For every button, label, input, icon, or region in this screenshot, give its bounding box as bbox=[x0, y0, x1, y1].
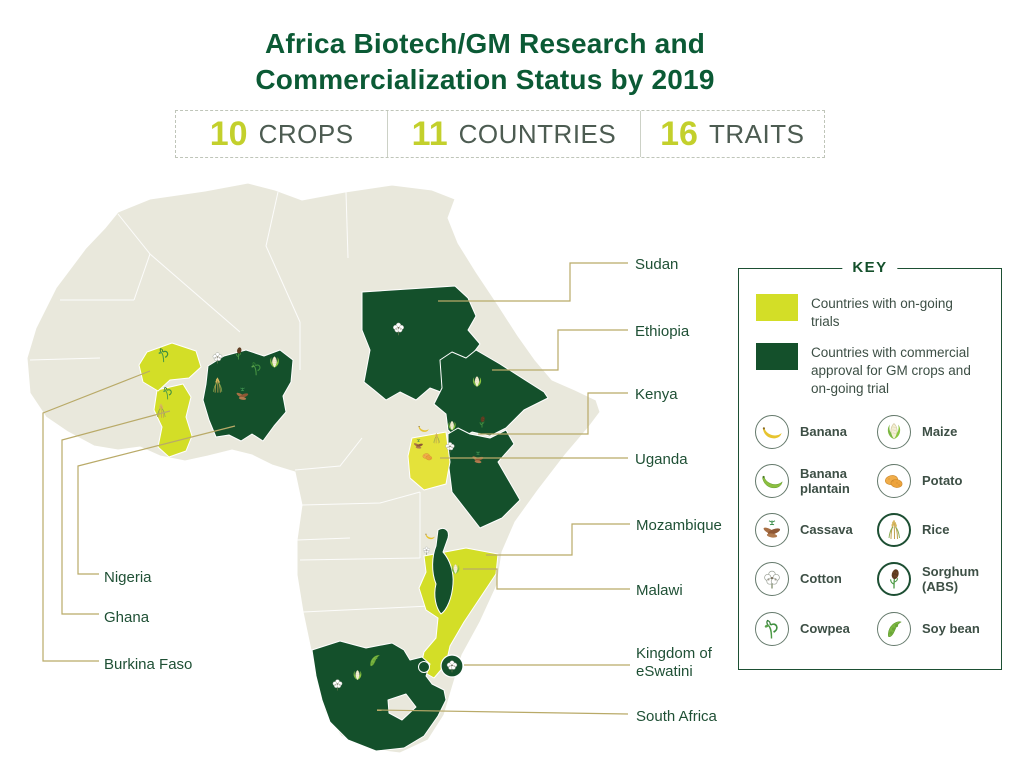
legend-label-commercial: Countries with commercial approval for G… bbox=[811, 345, 971, 396]
page-title: Africa Biotech/GM Research and Commercia… bbox=[0, 26, 970, 98]
banana-plantain-icon bbox=[755, 464, 789, 498]
leader-line-sudan bbox=[438, 262, 628, 302]
crop-label-cowpea: Cowpea bbox=[800, 621, 850, 637]
map-country-ghana bbox=[153, 383, 193, 458]
map-inner-borders bbox=[29, 191, 431, 613]
sorghum-icon bbox=[877, 562, 911, 596]
page-title-line1: Africa Biotech/GM Research and bbox=[264, 28, 706, 59]
eswatini-cotton-badge bbox=[440, 654, 464, 678]
map-country-nigeria bbox=[202, 349, 294, 442]
rice-icon bbox=[877, 513, 911, 547]
potato-icon bbox=[877, 464, 911, 498]
leader-line-nigeria bbox=[77, 425, 236, 575]
crop-label-cassava: Cassava bbox=[800, 522, 853, 538]
crop-label-cotton: Cotton bbox=[800, 571, 842, 587]
stat-crops: 10 CROPS bbox=[176, 111, 387, 157]
country-label-ethiopia: Ethiopia bbox=[635, 323, 690, 340]
crop-item-banana-plantain: Banana plantain bbox=[755, 464, 880, 498]
map-country-south-africa bbox=[311, 640, 447, 752]
stats-bar: 10 CROPS 11 COUNTRIES 16 TRAITS bbox=[175, 110, 825, 158]
stat-countries: 11 COUNTRIES bbox=[387, 111, 639, 157]
leader-line-ghana bbox=[61, 410, 171, 615]
crop-label-potato: Potato bbox=[922, 473, 963, 489]
stat-traits-label: TRAITS bbox=[708, 118, 805, 149]
leader-line-burkina-faso bbox=[42, 370, 151, 662]
country-label-eswatini: Kingdom of eSwatini bbox=[636, 645, 712, 680]
stat-countries-value: 11 bbox=[411, 114, 448, 153]
stat-crops-label: CROPS bbox=[258, 118, 354, 149]
stat-countries-label: COUNTRIES bbox=[458, 118, 617, 149]
leader-line-south-africa bbox=[376, 709, 629, 715]
country-label-kenya: Kenya bbox=[635, 386, 678, 403]
crop-item-banana: Banana bbox=[755, 415, 880, 449]
key-box: KEY Countries with on-going trials Count… bbox=[738, 259, 1002, 670]
country-label-nigeria: Nigeria bbox=[104, 569, 152, 586]
banana-icon bbox=[755, 415, 789, 449]
crop-label-banana: Banana bbox=[800, 424, 847, 440]
map-crop-icons bbox=[156, 322, 486, 691]
legend-entry-trials: Countries with on-going trials bbox=[756, 294, 984, 331]
crop-item-cotton: Cotton bbox=[755, 562, 880, 596]
country-label-sudan: Sudan bbox=[635, 256, 679, 273]
key-title: KEY bbox=[842, 259, 898, 276]
cassava-icon bbox=[755, 513, 789, 547]
legend-entry-commercial: Countries with commercial approval for G… bbox=[756, 343, 984, 397]
maize-icon bbox=[877, 415, 911, 449]
crop-label-sorghum: Sorghum (ABS) bbox=[922, 563, 980, 594]
leader-line-ethiopia bbox=[492, 329, 628, 371]
crop-item-soy-bean: Soy bean bbox=[877, 612, 1002, 646]
country-label-south-africa: South Africa bbox=[636, 708, 717, 725]
crop-label-banana-plantain: Banana plantain bbox=[800, 465, 850, 496]
crop-item-rice: Rice bbox=[877, 513, 1002, 547]
map-country-uganda bbox=[407, 431, 451, 491]
crop-item-maize: Maize bbox=[877, 415, 1002, 449]
stat-traits: 16 TRAITS bbox=[639, 111, 824, 157]
map-country-eswatini bbox=[418, 661, 430, 673]
stat-traits-value: 16 bbox=[660, 114, 698, 153]
crop-label-maize: Maize bbox=[922, 424, 958, 440]
leader-line-mozambique bbox=[486, 523, 630, 556]
country-label-ghana: Ghana bbox=[104, 609, 150, 626]
country-label-uganda: Uganda bbox=[635, 451, 688, 468]
map-country-kenya bbox=[447, 427, 521, 529]
country-label-malawi: Malawi bbox=[636, 582, 683, 599]
leader-line-kenya bbox=[478, 392, 628, 435]
map-country-ethiopia bbox=[433, 349, 549, 441]
leader-line-malawi bbox=[463, 568, 630, 590]
cotton-icon bbox=[755, 562, 789, 596]
legend-label-trials: Countries with on-going trials bbox=[811, 296, 953, 329]
cowpea-icon bbox=[755, 612, 789, 646]
country-label-mozambique: Mozambique bbox=[636, 517, 722, 534]
country-label-burkina-faso: Burkina Faso bbox=[104, 656, 193, 673]
map-country-burkina-faso bbox=[138, 342, 202, 392]
legend-swatch-trials bbox=[756, 294, 798, 321]
stat-crops-value: 10 bbox=[209, 114, 248, 153]
crop-item-cowpea: Cowpea bbox=[755, 612, 880, 646]
crop-item-potato: Potato bbox=[877, 464, 1002, 498]
crop-label-rice: Rice bbox=[922, 522, 950, 538]
legend-swatch-commercial bbox=[756, 343, 798, 370]
crop-item-sorghum: Sorghum (ABS) bbox=[877, 562, 1002, 596]
map-country-lesotho bbox=[387, 693, 417, 721]
crop-item-cassava: Cassava bbox=[755, 513, 880, 547]
map-country-malawi bbox=[432, 527, 454, 615]
page-title-line2: Commercialization Status by 2019 bbox=[255, 63, 715, 95]
soy-bean-icon bbox=[877, 612, 911, 646]
crop-label-soy-bean: Soy bean bbox=[922, 621, 980, 637]
leader-lines bbox=[42, 262, 630, 715]
